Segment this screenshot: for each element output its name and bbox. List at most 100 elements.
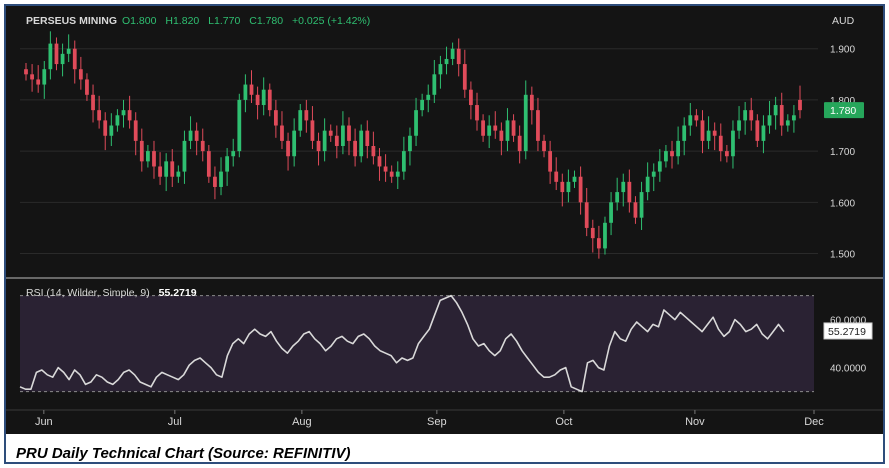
candle-body <box>127 110 132 121</box>
candle-body <box>359 130 364 157</box>
candle-body <box>694 115 699 121</box>
open-value: 1.800 <box>130 15 156 27</box>
candle-body <box>292 130 297 157</box>
candle-body <box>755 120 760 141</box>
candle-body <box>718 135 723 152</box>
x-tick-label: Nov <box>685 416 705 428</box>
candle-body <box>213 176 217 187</box>
candle-body <box>267 89 272 111</box>
candle-body <box>743 110 748 121</box>
candle-body <box>731 130 735 157</box>
x-tick-label: Jul <box>168 416 182 428</box>
candle-body <box>146 151 150 162</box>
candle-body <box>578 176 583 203</box>
candle-body <box>353 140 357 157</box>
candle-body <box>200 140 205 152</box>
candle-body <box>231 151 236 157</box>
candle-body <box>280 125 284 141</box>
candle-body <box>91 94 95 111</box>
candle-body <box>676 140 680 157</box>
candlestick-series[interactable] <box>24 31 802 259</box>
candle-body <box>664 151 668 162</box>
candle-body <box>651 171 656 177</box>
candle-body <box>645 176 650 193</box>
candle-body <box>54 43 59 65</box>
candle-body <box>633 202 638 218</box>
open-label: O <box>122 15 130 27</box>
rsi-settings: RSI (14, Wilder, Simple, 9) <box>26 287 150 299</box>
candle-body <box>627 181 632 203</box>
candle-body <box>249 84 254 95</box>
candle-body <box>523 94 528 152</box>
x-tick-label: Sep <box>427 416 447 428</box>
candle-body <box>426 94 431 100</box>
candle-body <box>432 74 437 95</box>
rsi-title: RSI (14, Wilder, Simple, 9) 55.2719 <box>26 287 197 299</box>
candle-body <box>511 120 516 136</box>
candle-body <box>499 130 504 141</box>
candle-body <box>572 176 577 182</box>
candle-body <box>304 110 309 121</box>
price-tick-label: 1.800 <box>830 96 855 107</box>
candle-body <box>761 125 766 141</box>
candle-body <box>798 99 802 111</box>
candle-body <box>414 110 418 136</box>
candle-body <box>225 156 230 172</box>
candle-body <box>164 161 169 177</box>
instrument-title: PERSEUS MINING <box>26 15 117 27</box>
candle-body <box>72 48 77 70</box>
candle-body <box>377 156 382 167</box>
candle-body <box>36 79 41 85</box>
rsi-line[interactable] <box>19 294 785 393</box>
candle-body <box>688 115 693 126</box>
candle-body <box>371 146 376 157</box>
low-label: L <box>208 15 214 27</box>
candle-body <box>237 99 242 152</box>
rsi-value-tag-label: 55.2719 <box>828 326 866 338</box>
x-tick-label: Aug <box>292 416 312 428</box>
price-tick-label: 1.600 <box>830 198 855 209</box>
candle-body <box>596 238 601 249</box>
chart-caption: PRU Daily Technical Chart (Source: REFIN… <box>16 445 351 462</box>
rsi-tick-label: 60.0000 <box>830 316 867 327</box>
candle-body <box>682 125 687 141</box>
change-value: +0.025 (+1.42%) <box>292 15 370 27</box>
candle-body <box>115 115 120 126</box>
candle-body <box>66 48 71 54</box>
candle-body <box>133 120 138 141</box>
close-label: C <box>249 15 257 27</box>
technical-chart: 1.500 1.600 1.700 1.800 1.900 40.0000 60.0000… <box>6 6 883 434</box>
candle-body <box>103 120 108 136</box>
candle-body <box>542 140 546 152</box>
candle-body <box>438 64 443 75</box>
candle-body <box>322 130 327 152</box>
candle-body <box>773 105 778 116</box>
candle-body <box>450 48 455 59</box>
candle-body <box>779 105 784 126</box>
candle-body <box>219 171 223 187</box>
candle-body <box>475 105 479 121</box>
candle-body <box>389 171 394 177</box>
candle-body <box>609 202 613 223</box>
ohlc-readout: O1.800 H1.820 L1.770 C1.780 +0.025 (+1.4… <box>122 15 370 27</box>
rsi-band <box>20 295 814 392</box>
candle-body <box>42 69 47 85</box>
candle-body <box>158 166 162 177</box>
candle-body <box>481 120 485 136</box>
candle-body <box>529 94 534 111</box>
candle-body <box>347 125 351 141</box>
rsi-value-tag <box>823 322 873 340</box>
price-axis: 1.500 1.600 1.700 1.800 1.900 <box>830 45 855 261</box>
last-price-tag <box>824 102 864 119</box>
candle-body <box>517 135 522 152</box>
candle-body <box>97 110 102 121</box>
candle-body <box>334 135 339 146</box>
candle-body <box>706 130 711 141</box>
candle-body <box>121 110 126 116</box>
candle-body <box>767 115 772 126</box>
candle-body <box>670 151 674 157</box>
candle-body <box>273 110 278 126</box>
candle-body <box>365 130 370 146</box>
candle-body <box>243 84 248 100</box>
candle-body <box>170 161 175 177</box>
